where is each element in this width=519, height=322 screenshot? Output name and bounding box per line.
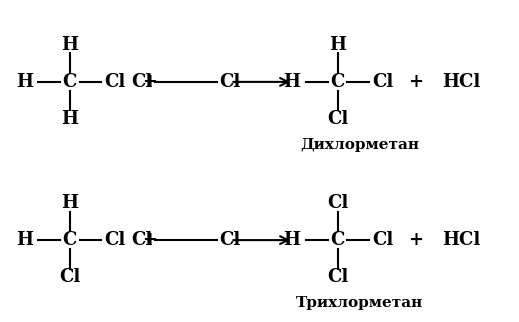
Text: Cl: Cl bbox=[105, 73, 126, 91]
Text: +: + bbox=[408, 73, 424, 91]
Text: Дихлорметан: Дихлорметан bbox=[301, 138, 419, 152]
Text: Cl: Cl bbox=[373, 231, 394, 249]
Text: Cl: Cl bbox=[131, 231, 153, 249]
Text: C: C bbox=[331, 73, 345, 91]
Text: H: H bbox=[283, 231, 301, 249]
Text: Cl: Cl bbox=[219, 73, 240, 91]
Text: Трихлорметан: Трихлорметан bbox=[296, 296, 424, 310]
Text: +: + bbox=[143, 73, 158, 91]
Text: Cl: Cl bbox=[131, 73, 153, 91]
Text: HCl: HCl bbox=[443, 73, 481, 91]
Text: Cl: Cl bbox=[105, 231, 126, 249]
Text: H: H bbox=[16, 73, 33, 91]
Text: C: C bbox=[63, 73, 77, 91]
Text: H: H bbox=[329, 35, 346, 53]
Text: H: H bbox=[61, 35, 78, 53]
Text: +: + bbox=[143, 231, 158, 249]
Text: H: H bbox=[61, 194, 78, 212]
Text: Cl: Cl bbox=[219, 231, 240, 249]
Text: Cl: Cl bbox=[373, 73, 394, 91]
Text: Cl: Cl bbox=[327, 194, 348, 212]
Text: H: H bbox=[61, 110, 78, 128]
Text: +: + bbox=[408, 231, 424, 249]
Text: C: C bbox=[63, 231, 77, 249]
Text: Cl: Cl bbox=[59, 269, 80, 287]
Text: Cl: Cl bbox=[327, 110, 348, 128]
Text: C: C bbox=[331, 231, 345, 249]
Text: H: H bbox=[16, 231, 33, 249]
Text: H: H bbox=[283, 73, 301, 91]
Text: Cl: Cl bbox=[327, 269, 348, 287]
Text: HCl: HCl bbox=[443, 231, 481, 249]
